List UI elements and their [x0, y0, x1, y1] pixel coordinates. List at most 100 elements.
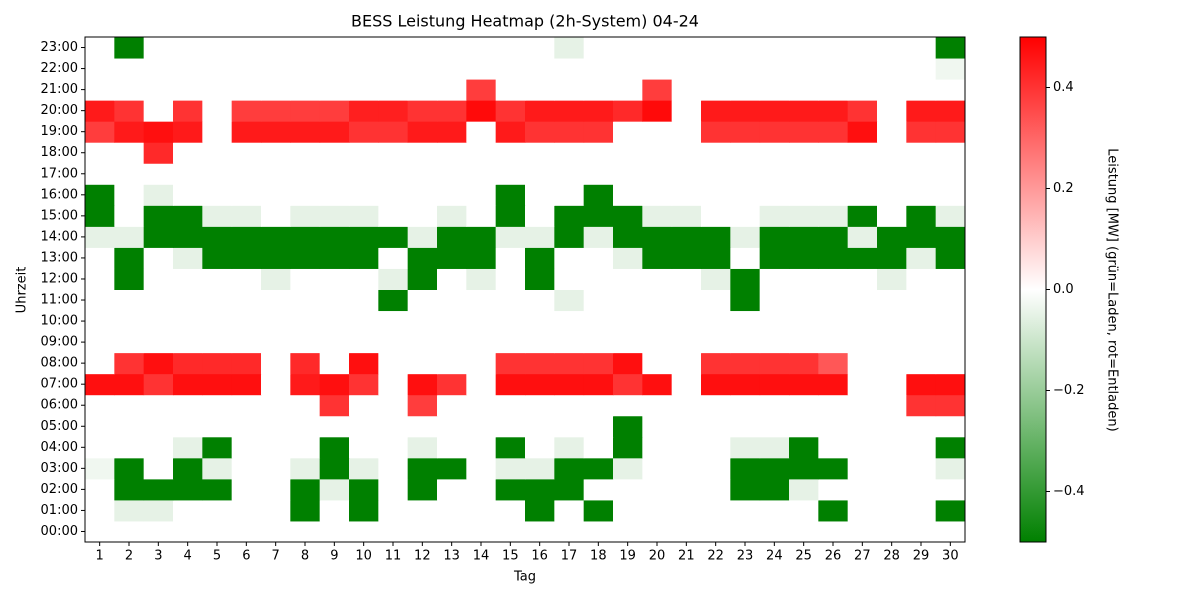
heatmap-cell	[319, 478, 350, 501]
heatmap-cell	[231, 478, 262, 501]
heatmap-cell	[437, 79, 467, 101]
heatmap-cell	[759, 436, 790, 459]
heatmap-cell	[143, 184, 174, 206]
heatmap-cell	[935, 310, 966, 333]
heatmap-cell	[730, 37, 761, 59]
heatmap-cell	[525, 37, 555, 59]
heatmap-cell	[85, 58, 115, 80]
heatmap-cell	[173, 373, 203, 396]
x-tick-label: 15	[502, 549, 519, 564]
heatmap-cell	[114, 331, 145, 354]
heatmap-cell	[789, 478, 819, 501]
heatmap-cell	[877, 79, 907, 101]
heatmap-cell	[407, 121, 438, 143]
heatmap-cell	[143, 226, 174, 248]
heatmap-cell	[202, 100, 233, 122]
heatmap-cell	[202, 415, 233, 438]
heatmap-cell	[202, 184, 233, 206]
heatmap-cell	[231, 226, 262, 248]
heatmap-cell	[701, 457, 731, 480]
heatmap-cell	[847, 184, 878, 206]
heatmap-cell	[143, 100, 174, 122]
heatmap-cell	[85, 142, 115, 164]
heatmap-cell	[583, 520, 614, 543]
heatmap-cell	[701, 37, 731, 59]
heatmap-cell	[789, 436, 819, 459]
heatmap-cell	[85, 310, 115, 333]
heatmap-cell	[349, 415, 379, 438]
chart-title: BESS Leistung Heatmap (2h-System) 04-24	[351, 12, 699, 31]
heatmap-cell	[231, 415, 262, 438]
heatmap-cell	[642, 415, 673, 438]
heatmap-cell	[407, 457, 438, 480]
heatmap-cell	[671, 205, 702, 227]
heatmap-cell	[789, 457, 819, 480]
heatmap-cell	[319, 79, 350, 101]
heatmap-cell	[437, 184, 467, 206]
heatmap-cell	[231, 499, 262, 522]
heatmap-cell	[818, 520, 849, 543]
heatmap-cell	[349, 121, 379, 143]
heatmap-cell	[730, 352, 761, 375]
heatmap-cell	[437, 373, 467, 396]
heatmap-cell	[759, 226, 790, 248]
heatmap-cell	[466, 457, 497, 480]
heatmap-cell	[290, 121, 321, 143]
heatmap-cell	[143, 520, 174, 543]
heatmap-cell	[877, 226, 907, 248]
heatmap-cell	[466, 121, 497, 143]
heatmap-cell	[789, 100, 819, 122]
heatmap-cell	[437, 289, 467, 312]
heatmap-cell	[290, 226, 321, 248]
heatmap-cell	[613, 352, 643, 375]
heatmap-cell	[583, 100, 614, 122]
heatmap-cell	[701, 226, 731, 248]
heatmap-cell	[202, 457, 233, 480]
heatmap-cell	[85, 226, 115, 248]
heatmap-cell	[613, 478, 643, 501]
heatmap-cell	[583, 415, 614, 438]
heatmap-cell	[818, 58, 849, 80]
x-tick-label: 23	[737, 549, 754, 564]
heatmap-cell	[202, 37, 233, 59]
heatmap-cell	[642, 79, 673, 101]
heatmap-cell	[642, 457, 673, 480]
heatmap-cell	[935, 121, 966, 143]
heatmap-cell	[349, 520, 379, 543]
heatmap-cell	[935, 247, 966, 269]
heatmap-cell	[671, 142, 702, 164]
x-tick-label: 5	[213, 549, 221, 564]
heatmap-cell	[847, 121, 878, 143]
heatmap-cell	[85, 289, 115, 312]
heatmap-cell	[877, 499, 907, 522]
heatmap-cell	[495, 394, 526, 417]
heatmap-cell	[173, 394, 203, 417]
heatmap-cell	[701, 352, 731, 375]
heatmap-cell	[202, 205, 233, 227]
heatmap-cell	[290, 58, 321, 80]
heatmap-cell	[349, 436, 379, 459]
heatmap-cell	[143, 373, 174, 396]
heatmap-cell	[730, 331, 761, 354]
heatmap-cell	[378, 310, 409, 333]
heatmap-cell	[319, 436, 350, 459]
heatmap-cell	[437, 394, 467, 417]
heatmap-cell	[730, 499, 761, 522]
heatmap-cell	[231, 352, 262, 375]
heatmap-cell	[730, 436, 761, 459]
y-tick-label: 18:00	[41, 145, 78, 160]
heatmap-cell	[231, 184, 262, 206]
heatmap-cell	[877, 58, 907, 80]
heatmap-cell	[935, 352, 966, 375]
heatmap-cell	[378, 373, 409, 396]
heatmap-cell	[906, 205, 937, 227]
heatmap-cell	[818, 247, 849, 269]
heatmap-cell	[202, 331, 233, 354]
heatmap-cell	[671, 331, 702, 354]
y-tick-label: 14:00	[41, 229, 78, 244]
heatmap-cell	[642, 352, 673, 375]
x-tick-label: 25	[795, 549, 812, 564]
colorbar	[1019, 36, 1047, 543]
heatmap-cell	[143, 457, 174, 480]
x-tick-label: 20	[649, 549, 666, 564]
